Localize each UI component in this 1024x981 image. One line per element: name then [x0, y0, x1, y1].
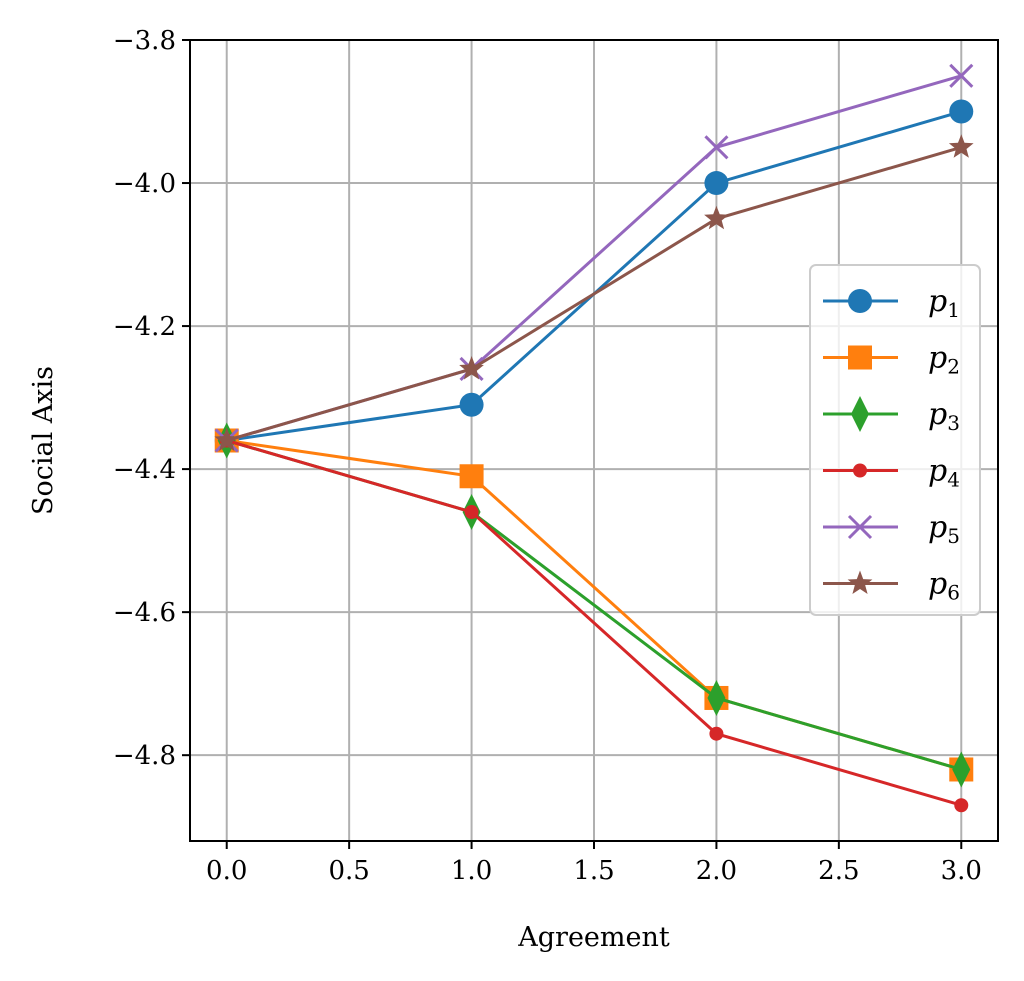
data-point-p3 — [952, 751, 971, 788]
y-tick-label: −4.8 — [113, 741, 176, 771]
legend-item-p3: p3 — [823, 396, 960, 435]
x-axis-label: Agreement — [517, 922, 670, 953]
legend-marker — [847, 570, 873, 594]
x-tick-label: 1.0 — [451, 856, 492, 886]
x-tick-label: 3.0 — [941, 856, 982, 886]
legend-marker — [853, 463, 867, 478]
legend-item-p4: p4 — [823, 454, 960, 492]
y-tick-label: −4.4 — [113, 455, 176, 485]
data-point-p1 — [459, 392, 484, 417]
legend-item-p2: p2 — [823, 341, 960, 379]
data-point-p5 — [704, 135, 729, 160]
data-point-p6 — [948, 134, 974, 158]
data-point-p6 — [704, 205, 729, 230]
legend-label: p1 — [928, 284, 960, 322]
x-tick-label: 2.5 — [818, 856, 859, 886]
y-tick-label: −4.0 — [113, 169, 176, 199]
legend-item-p6: p6 — [823, 567, 960, 605]
series-group — [214, 63, 974, 813]
y-axis-label: Social Axis — [28, 366, 59, 515]
legend-marker — [848, 289, 872, 313]
y-tick-label: −4.2 — [113, 312, 176, 342]
legend-item-p5: p5 — [823, 510, 960, 548]
legend-label: p6 — [928, 567, 960, 605]
series-line-p6 — [226, 145, 962, 442]
data-point-p1 — [704, 171, 729, 196]
legend-marker — [851, 396, 869, 432]
data-point-p4 — [954, 798, 969, 813]
legend-label: p3 — [928, 397, 960, 435]
series-line-p4 — [226, 439, 962, 807]
legend-label: p4 — [928, 454, 960, 492]
legend: p1 p2 p3 p4 p5 p6 — [809, 264, 981, 616]
y-tick-label: −4.6 — [113, 598, 176, 628]
data-point-p5 — [949, 63, 974, 88]
x-tick-label: 0.0 — [206, 856, 247, 886]
series-p4 — [219, 433, 969, 813]
data-point-p3 — [707, 679, 726, 716]
data-point-p1 — [949, 99, 974, 124]
legend-label: p2 — [928, 341, 960, 379]
data-point-p4 — [464, 505, 479, 520]
data-point-p2 — [459, 464, 484, 489]
x-tick-label: 1.5 — [573, 856, 614, 886]
legend-item-p1: p1 — [823, 284, 960, 322]
data-point-p4 — [709, 726, 724, 741]
legend-label: p5 — [928, 510, 960, 548]
series-p6 — [214, 134, 974, 451]
ticks: 0.0 0.5 1.0 1.5 2.0 2.5 3.0 −3.8 −4.0 −4.2 −4.4 −4.… — [113, 26, 982, 886]
x-tick-label: 2.0 — [696, 856, 737, 886]
legend-marker — [847, 514, 873, 540]
data-point-p6 — [459, 356, 484, 380]
x-tick-label: 0.5 — [328, 856, 369, 886]
y-tick-label: −3.8 — [113, 26, 176, 56]
legend-marker — [848, 345, 872, 370]
data-point-p6 — [214, 427, 240, 451]
